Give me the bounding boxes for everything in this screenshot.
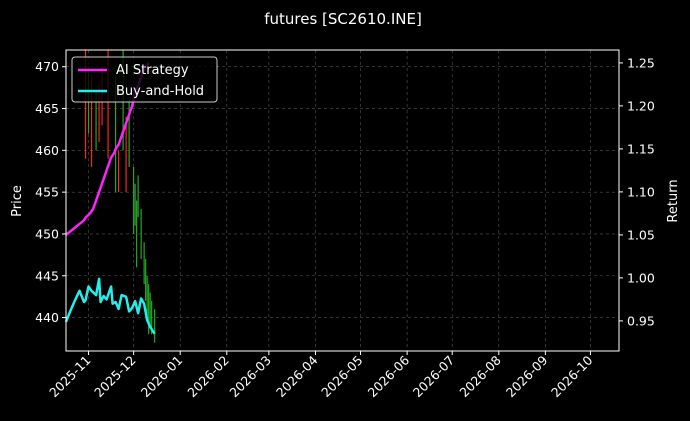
y2-axis-label: Return	[666, 179, 681, 222]
y2-tick-label: 1.10	[627, 184, 655, 199]
y2-tick-label: 0.95	[627, 313, 655, 328]
y2-tick-label: 1.25	[627, 55, 655, 70]
legend-label-buy-and-hold: Buy-and-Hold	[116, 84, 204, 99]
y2-tick-label: 1.20	[627, 98, 655, 113]
y-tick-label: 455	[35, 185, 59, 200]
chart-title: futures [SC2610.INE]	[264, 10, 422, 28]
y2-tick-label: 1.00	[627, 270, 655, 285]
y2-tick-label: 1.05	[627, 227, 655, 242]
series-line-buy-and-hold	[64, 277, 156, 335]
y-tick-label: 450	[35, 226, 59, 241]
right-axis: 0.95 1.00 1.05 1.10 1.15 1.20 1.25	[619, 55, 655, 328]
plot-frame	[65, 49, 620, 352]
y-tick-label: 440	[35, 310, 59, 325]
y-tick-label: 470	[35, 59, 59, 74]
grid	[66, 50, 619, 351]
y-tick-label: 460	[35, 143, 59, 158]
left-axis: 440 445 450 455 460 465 470	[35, 59, 66, 325]
legend: AI Strategy Buy-and-Hold	[71, 56, 218, 103]
y2-tick-label: 1.15	[627, 141, 655, 156]
y-tick-label: 465	[35, 101, 59, 116]
legend-label-ai-strategy: AI Strategy	[116, 63, 189, 78]
y-tick-label: 445	[35, 268, 59, 283]
y-axis-label: Price	[10, 185, 25, 217]
legend-box	[71, 56, 218, 103]
